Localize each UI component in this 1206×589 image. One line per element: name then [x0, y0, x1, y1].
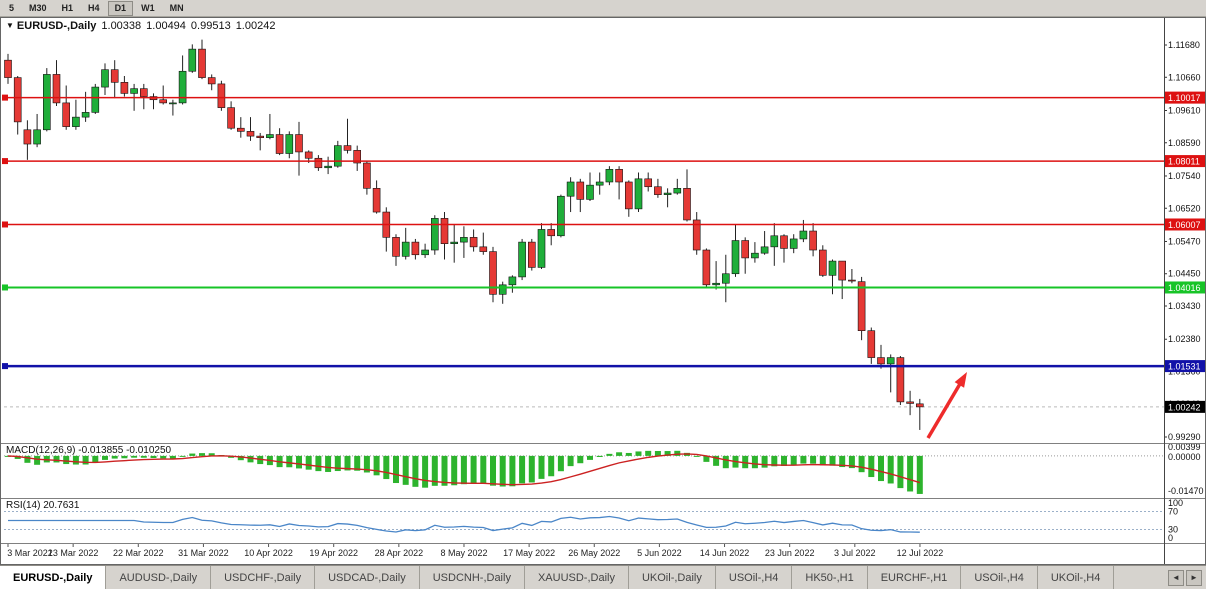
svg-text:13 Mar 2022: 13 Mar 2022: [48, 548, 99, 558]
svg-text:12 Jul 2022: 12 Jul 2022: [897, 548, 944, 558]
svg-text:3 Mar 2022: 3 Mar 2022: [7, 548, 53, 558]
tab-navigation: ◄ ►: [1168, 566, 1206, 589]
price-level-label: [1165, 218, 1205, 231]
chart-tab[interactable]: USOil-,H4: [961, 566, 1038, 589]
chart-tab[interactable]: HK50-,H1: [792, 566, 868, 589]
timeframe-toolbar: 5 M30 H1 H4 D1 W1 MN: [0, 0, 1206, 17]
svg-text:3 Jul 2022: 3 Jul 2022: [834, 548, 876, 558]
chart-area[interactable]: 0.00399 0.00000 -0.01470 100 70 30 0 1.11680 1.1…: [0, 17, 1206, 565]
timeframe-button-d1[interactable]: D1: [107, 0, 134, 16]
chart-tab-bar: EURUSD-,Daily AUDUSD-,Daily USDCHF-,Daily U…: [0, 565, 1206, 589]
timeframe-button-h4[interactable]: H4: [88, 2, 100, 13]
rsi-line: [8, 515, 920, 533]
svg-text:1.04016: 1.04016: [1168, 283, 1201, 293]
price-level-label: [1165, 155, 1205, 168]
svg-text:10 Apr 2022: 10 Apr 2022: [244, 548, 293, 558]
chart-canvas[interactable]: 0.003990.00000-0.01470100703001.116801.1…: [0, 17, 1206, 565]
tab-scroll-left-button[interactable]: ◄: [1168, 569, 1184, 586]
timeframe-button-h1[interactable]: H1: [61, 2, 74, 13]
svg-text:1.01531: 1.01531: [1168, 362, 1201, 372]
svg-text:1.02380: 1.02380: [1168, 334, 1201, 344]
svg-text:1.10660: 1.10660: [1168, 72, 1201, 82]
svg-text:100: 100: [1168, 498, 1183, 508]
svg-text:70: 70: [1168, 507, 1178, 517]
price-level-label: [1165, 281, 1205, 294]
svg-text:0.00000: 0.00000: [1168, 452, 1201, 462]
svg-text:31 Mar 2022: 31 Mar 2022: [178, 548, 229, 558]
svg-text:1.05470: 1.05470: [1168, 236, 1201, 246]
svg-text:1.08590: 1.08590: [1168, 138, 1201, 148]
candlestick-series: [4, 39, 924, 430]
svg-text:1.11680: 1.11680: [1168, 40, 1200, 50]
chart-tab[interactable]: XAUUSD-,Daily: [524, 566, 629, 589]
hline-handle[interactable]: [2, 221, 8, 228]
chart-tab[interactable]: EURCHF-,H1: [867, 566, 962, 589]
svg-text:17 May 2022: 17 May 2022: [503, 548, 555, 558]
timeframe-button-mn[interactable]: MN: [169, 2, 184, 13]
svg-text:0.99290: 0.99290: [1168, 432, 1201, 442]
svg-text:1.09610: 1.09610: [1168, 105, 1201, 115]
price-axis: 1.11680 1.10660 1.09610 1.08590 1.07540 1.065…: [1164, 40, 1205, 442]
macd-signal-line: [7, 453, 920, 486]
price-level-label: [1165, 91, 1205, 104]
svg-text:22 Mar 2022: 22 Mar 2022: [113, 548, 164, 558]
svg-text:30: 30: [1168, 525, 1178, 535]
chart-tab[interactable]: USDCHF-,Daily: [211, 566, 316, 589]
chart-tab[interactable]: EURUSD-,Daily: [0, 566, 107, 589]
chart-tab[interactable]: USDCAD-,Daily: [315, 566, 420, 589]
current-price-label: [1165, 400, 1205, 413]
svg-text:1.10017: 1.10017: [1168, 93, 1201, 103]
chart-tab[interactable]: USDCNH-,Daily: [419, 566, 525, 589]
svg-text:28 Apr 2022: 28 Apr 2022: [375, 548, 424, 558]
timeframe-button-m30[interactable]: M30: [29, 2, 47, 13]
trend-arrow[interactable]: [926, 372, 967, 439]
svg-text:1.08011: 1.08011: [1168, 157, 1200, 167]
hline-handle[interactable]: [2, 94, 8, 101]
svg-text:1.07540: 1.07540: [1168, 171, 1201, 181]
svg-text:1.03430: 1.03430: [1168, 301, 1201, 311]
svg-text:19 Apr 2022: 19 Apr 2022: [309, 548, 358, 558]
timeframe-button-5[interactable]: 5: [9, 2, 15, 13]
hline-handle[interactable]: [2, 363, 8, 370]
svg-text:0.00399: 0.00399: [1168, 442, 1201, 452]
hline-handle[interactable]: [2, 284, 8, 291]
svg-text:1.00242: 1.00242: [1168, 402, 1201, 412]
svg-text:0: 0: [1168, 533, 1173, 543]
chart-tab[interactable]: UKOil-,H4: [1037, 566, 1115, 589]
svg-text:14 Jun 2022: 14 Jun 2022: [700, 548, 750, 558]
tab-scroll-right-button[interactable]: ►: [1186, 569, 1202, 586]
price-level-label: [1165, 360, 1205, 373]
svg-text:23 Jun 2022: 23 Jun 2022: [765, 548, 815, 558]
chart-tab[interactable]: USOil-,H4: [715, 566, 793, 589]
timeframe-button-w1[interactable]: W1: [141, 2, 155, 13]
svg-text:5 Jun 2022: 5 Jun 2022: [637, 548, 682, 558]
hline-handle[interactable]: [2, 158, 8, 165]
svg-text:1.06520: 1.06520: [1168, 203, 1201, 213]
chart-tab[interactable]: AUDUSD-,Daily: [106, 566, 212, 589]
chart-tab[interactable]: UKOil-,Daily: [628, 566, 716, 589]
svg-text:-0.01470: -0.01470: [1168, 486, 1204, 496]
svg-text:1.06007: 1.06007: [1168, 220, 1201, 230]
svg-text:26 May 2022: 26 May 2022: [568, 548, 620, 558]
svg-text:1.04450: 1.04450: [1168, 269, 1201, 279]
svg-text:8 May 2022: 8 May 2022: [440, 548, 487, 558]
